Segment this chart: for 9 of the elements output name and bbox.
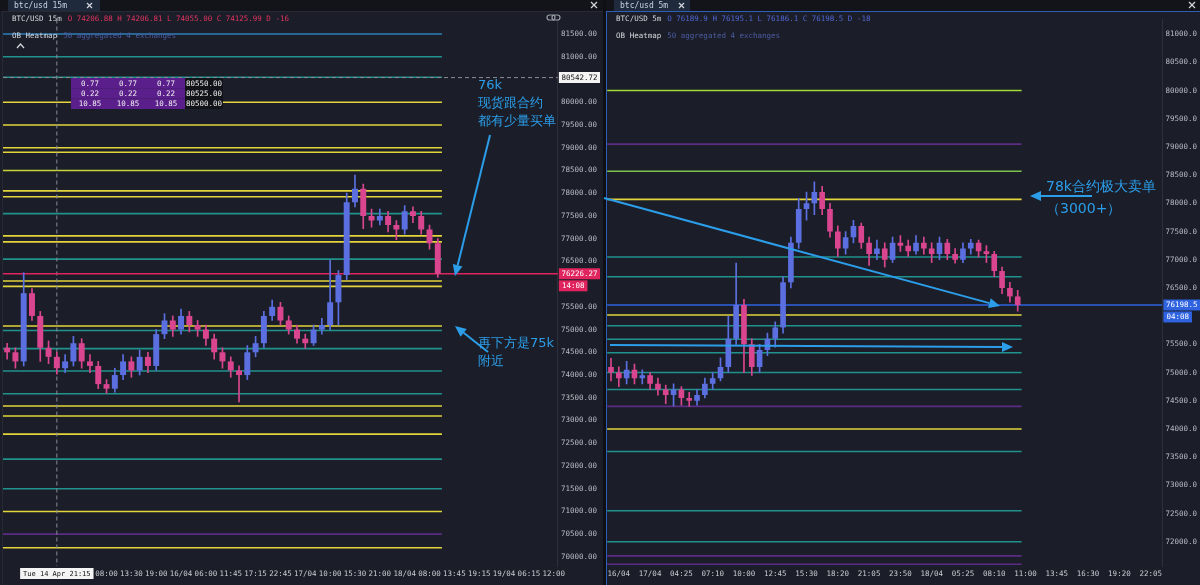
candlestick: [86, 354, 93, 374]
candlestick: [686, 391, 693, 407]
candlestick: [639, 369, 646, 385]
annotation: 76k现货跟合约都有少量买单: [478, 76, 556, 130]
text: btc/usd 5m: [620, 0, 669, 11]
annotation: 78k合约极大卖单（3000+）: [1046, 177, 1156, 218]
annotation: 再下方是75k附近: [478, 334, 555, 370]
text: btc/usd 15m: [14, 0, 67, 11]
candlestick: [236, 365, 243, 403]
